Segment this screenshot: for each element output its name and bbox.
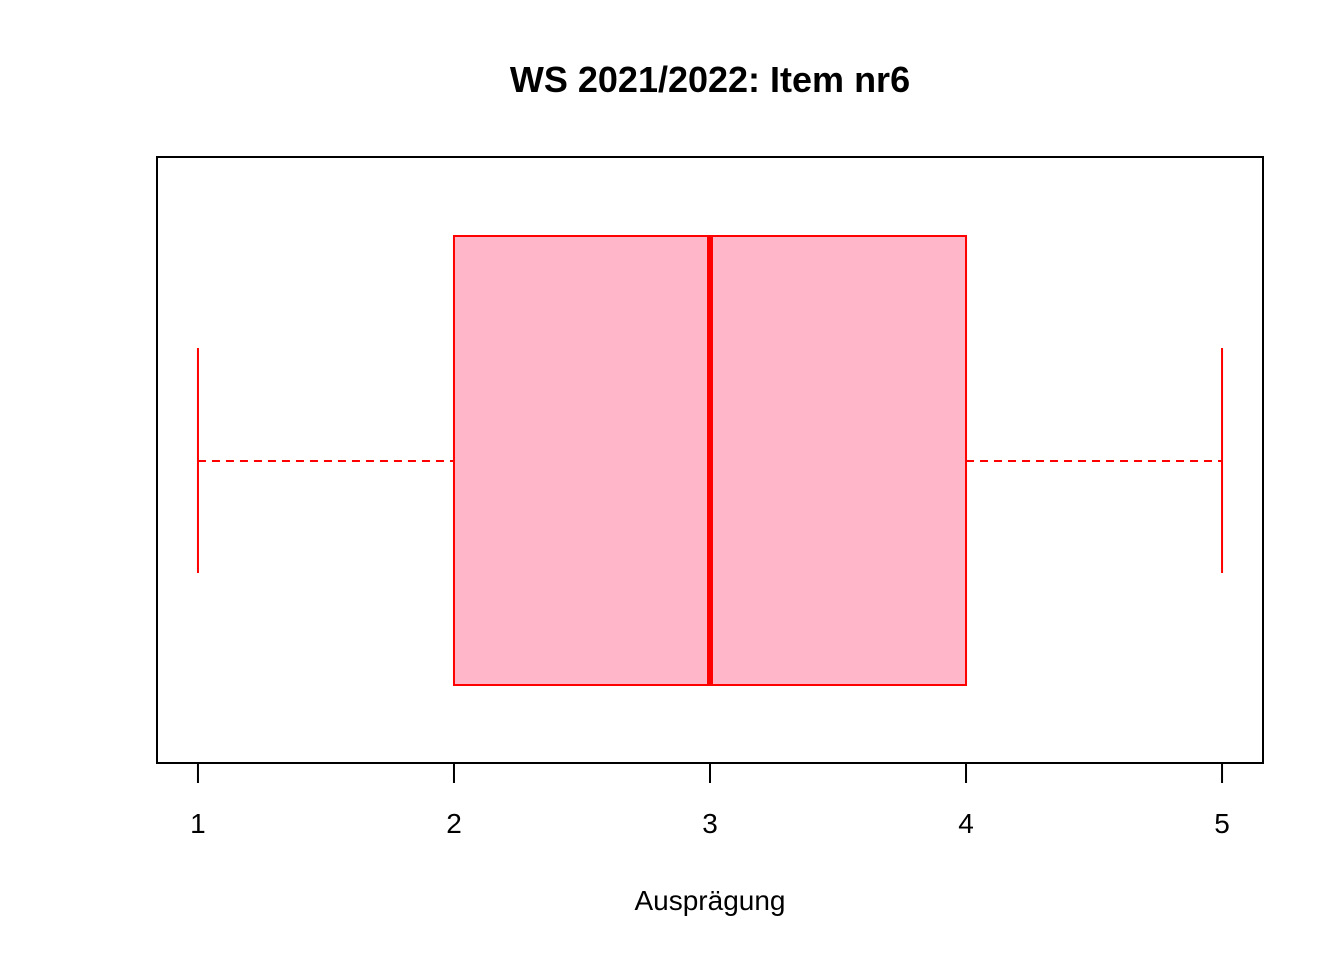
x-tick-label: 2: [446, 808, 462, 839]
x-axis: 1 2 3 4 5: [190, 762, 1230, 839]
x-axis-label: Ausprägung: [634, 885, 785, 916]
chart-title: WS 2021/2022: Item nr6: [510, 59, 910, 100]
box-layer: [196, 235, 1224, 686]
x-tick-label: 3: [702, 808, 718, 839]
x-tick-label: 4: [958, 808, 974, 839]
x-tick-label: 5: [1214, 808, 1230, 839]
x-tick-label: 1: [190, 808, 206, 839]
